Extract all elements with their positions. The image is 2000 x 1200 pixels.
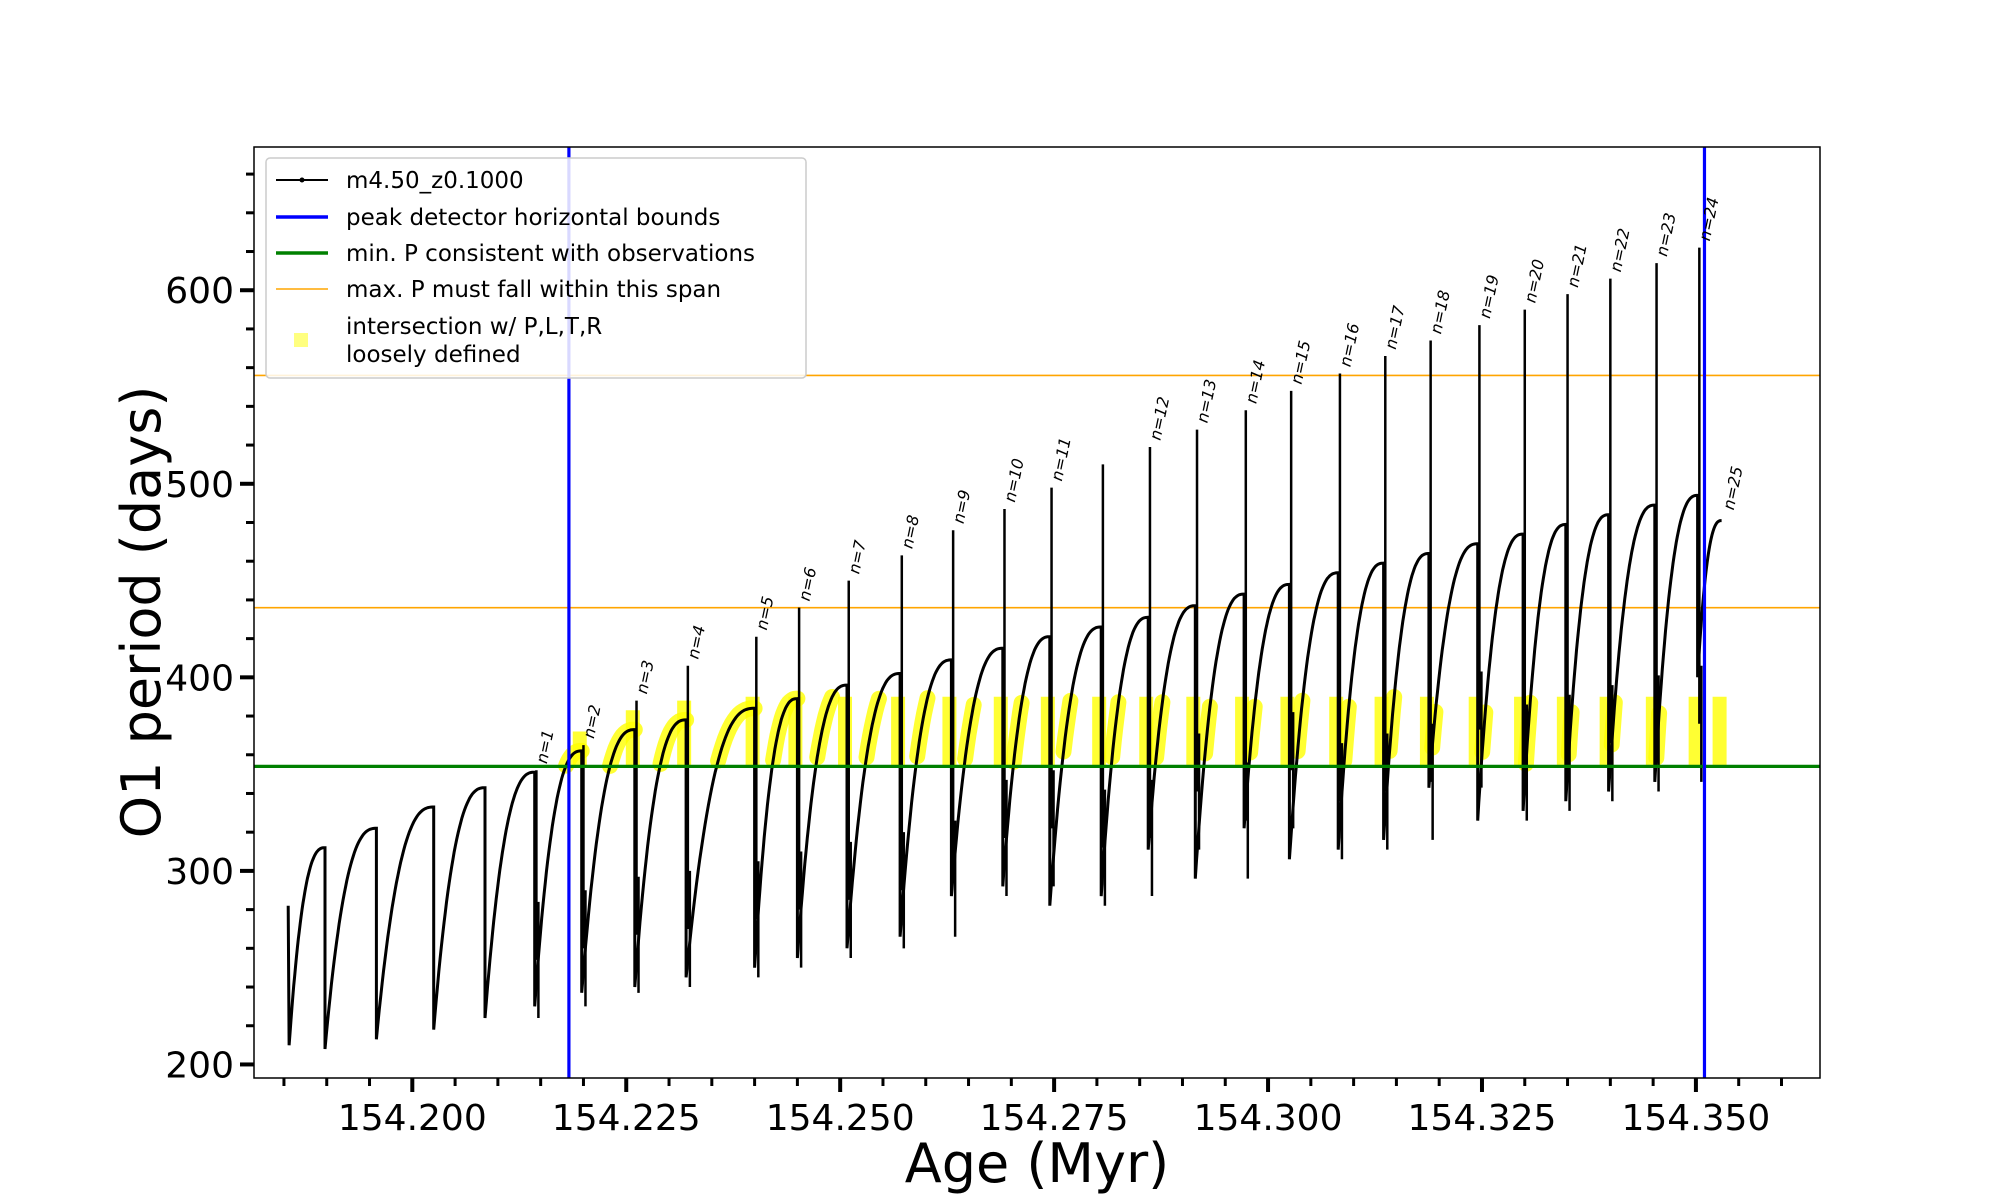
x-tick-label: 154.250	[766, 1098, 915, 1139]
x-tick-label: 154.200	[338, 1098, 487, 1139]
y-tick-label: 600	[165, 271, 234, 312]
legend-marker	[294, 333, 308, 347]
y-tick-label: 300	[165, 852, 234, 893]
series-curve	[286, 493, 1722, 1050]
legend-label: peak detector horizontal bounds	[346, 205, 720, 231]
x-tick-label: 154.225	[552, 1098, 701, 1139]
y-axis-label: O1 period (days)	[110, 386, 173, 839]
y-tick-label: 400	[165, 658, 234, 699]
legend-label: intersection w/ P,L,T,R	[346, 314, 602, 340]
y-tick-label: 500	[165, 465, 234, 506]
legend-label: loosely defined	[346, 342, 521, 368]
plot-frame	[253, 146, 1821, 1079]
legend-label: min. P consistent with observations	[346, 241, 755, 267]
legend-label: m4.50_z0.1000	[346, 168, 524, 194]
legend-label: max. P must fall within this span	[346, 277, 721, 303]
y-tick-label: 200	[165, 1045, 234, 1086]
x-tick-label: 154.275	[980, 1098, 1129, 1139]
x-tick-label: 154.350	[1621, 1098, 1770, 1139]
legend-marker	[299, 177, 305, 183]
x-axis-label: Age (Myr)	[905, 1132, 1170, 1195]
x-tick-label: 154.300	[1194, 1098, 1343, 1139]
legend-box	[265, 157, 807, 379]
x-tick-label: 154.325	[1408, 1098, 1557, 1139]
